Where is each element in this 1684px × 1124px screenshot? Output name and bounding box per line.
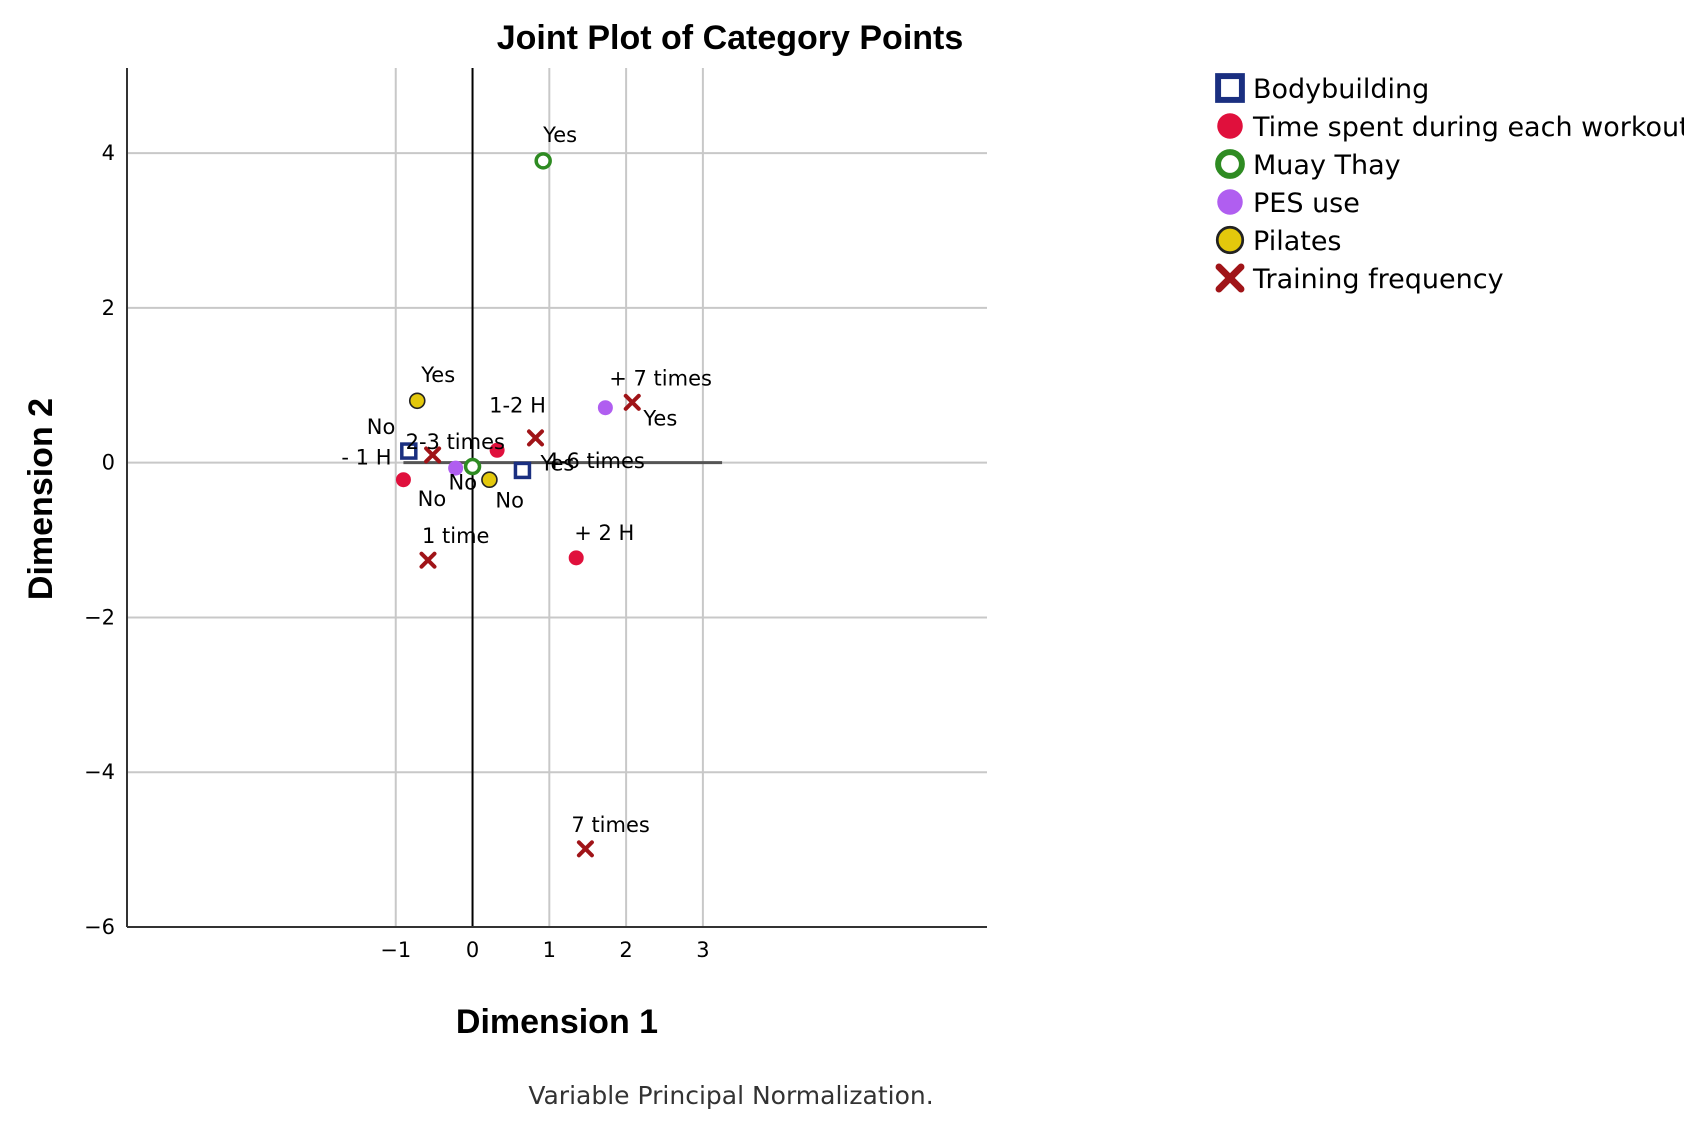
data-label: Yes — [542, 123, 577, 147]
x-tick-label: 2 — [619, 938, 632, 962]
legend-marker — [1215, 149, 1245, 179]
legend-label: Training frequency — [1252, 264, 1504, 295]
data-point — [568, 550, 584, 566]
legend-item: Muay Thay — [1215, 149, 1401, 181]
data-point — [481, 471, 498, 489]
data-point — [534, 152, 552, 170]
data-point — [419, 551, 437, 569]
y-tick-label: −2 — [84, 605, 115, 629]
y-tick-label: −4 — [84, 760, 115, 784]
y-tick-label: 0 — [102, 451, 115, 475]
data-label: Yes — [420, 363, 455, 387]
x-tick-label: −1 — [380, 938, 411, 962]
y-axis-title: Dimension 2 — [22, 398, 60, 600]
data-point — [448, 460, 464, 476]
data-label: - 1 H — [341, 446, 391, 470]
axes: −1 0 1 2 3 4 2 0 −2 −4 −6 — [84, 68, 987, 962]
x-tick-label: 0 — [466, 938, 479, 962]
series-time-spent-during-each-workout — [395, 442, 584, 566]
legend-marker — [1215, 73, 1245, 103]
data-label: 2-3 times — [406, 430, 505, 454]
data-label: No — [367, 415, 396, 439]
x-tick-label: 3 — [696, 938, 709, 962]
data-label: + 2 H — [574, 521, 634, 545]
chart-title: Joint Plot of Category Points — [497, 19, 964, 57]
x-tick-label: 1 — [543, 938, 556, 962]
data-label: 1 time — [422, 524, 489, 548]
data-point — [463, 457, 482, 476]
data-label: No — [418, 487, 447, 511]
series-pilates — [408, 392, 498, 489]
y-tick-label: −6 — [84, 915, 115, 939]
data-point — [597, 400, 613, 416]
legend-label: PES use — [1253, 188, 1360, 219]
legend-label: Pilates — [1253, 226, 1342, 257]
legend-marker — [1217, 113, 1243, 139]
data-label: 1-2 H — [489, 393, 546, 417]
legend-marker — [1215, 225, 1245, 255]
legend-label: Time spent during each workout — [1252, 112, 1684, 143]
series-muay-thay — [463, 152, 552, 476]
legend-marker — [1217, 189, 1243, 215]
data-point — [400, 442, 418, 460]
series-pes-use — [448, 400, 613, 476]
legend-item: Time spent during each workout — [1217, 112, 1684, 143]
y-tick-label: 4 — [102, 141, 115, 165]
data-label: Yes — [642, 407, 677, 431]
data-point — [527, 429, 544, 447]
legend-item: Bodybuilding — [1215, 73, 1429, 105]
y-tick-label: 2 — [102, 296, 115, 320]
data-point — [395, 472, 411, 488]
data-label: Yes — [539, 451, 574, 475]
footnote: Variable Principal Normalization. — [528, 1081, 933, 1110]
legend-item: Pilates — [1215, 225, 1342, 257]
data-point — [576, 840, 594, 858]
data-label: + 7 times — [609, 366, 712, 390]
data-point — [513, 461, 532, 480]
data-point — [408, 392, 426, 410]
data-points — [395, 152, 641, 858]
series-training-frequency — [419, 393, 641, 858]
legend-label: Bodybuilding — [1253, 74, 1429, 105]
data-point — [489, 442, 505, 458]
data-point — [424, 446, 442, 464]
data-label: 4-6 times — [546, 449, 645, 473]
legend-item: PES use — [1217, 188, 1360, 219]
data-label: No — [495, 489, 524, 513]
data-point — [623, 393, 641, 411]
legend: Bodybuilding Time spent during each worko… — [1215, 73, 1684, 295]
grid-lines — [127, 68, 987, 927]
legend-label: Muay Thay — [1253, 150, 1401, 181]
data-label: No — [449, 471, 478, 495]
series-bodybuilding — [400, 442, 532, 480]
data-label: 7 times — [571, 813, 649, 837]
legend-marker — [1215, 263, 1245, 293]
legend-item: Training frequency — [1215, 263, 1504, 295]
x-axis-title: Dimension 1 — [456, 1003, 658, 1041]
